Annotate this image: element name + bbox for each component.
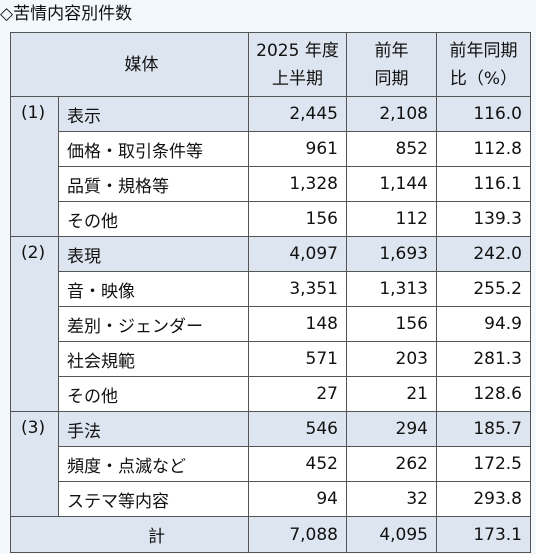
header-ratio-line1: 前年同期 [449, 40, 518, 61]
item-current: 452 [248, 446, 347, 482]
complaint-table: 媒体 2025 年度 上半期 前年 同期 前年同期 比（%） (1) 表示 2,44… [10, 32, 531, 553]
item-label: 品質・規格等 [58, 166, 249, 202]
header-ratio: 前年同期 比（%） [436, 32, 531, 97]
table-row: 品質・規格等 1,328 1,144 116.1 [11, 166, 531, 202]
item-previous: 1,313 [346, 271, 437, 307]
group-number: (3) [21, 418, 46, 438]
item-label: 価格・取引条件等 [58, 131, 249, 167]
category-row: (1) 表示 2,445 2,108 116.0 [10, 96, 531, 237]
item-previous: 262 [346, 446, 437, 482]
item-previous: 21 [346, 376, 437, 412]
total-previous: 4,095 [346, 516, 437, 553]
item-label: その他 [58, 201, 249, 237]
header-current-period: 2025 年度 上半期 [248, 32, 347, 97]
group-number: (2) [21, 243, 46, 263]
table-row: 音・映像 3,351 1,313 255.2 [11, 271, 531, 307]
total-label: 計 [10, 516, 249, 553]
category-previous: 1,693 [346, 236, 437, 272]
category-ratio: 116.0 [436, 96, 531, 132]
category-ratio: 185.7 [436, 411, 531, 447]
item-previous: 203 [346, 341, 437, 377]
header-ratio-line2: 比（%） [449, 68, 518, 89]
category-previous: 2,108 [346, 96, 437, 132]
item-ratio: 94.9 [436, 306, 531, 342]
category-previous: 294 [346, 411, 437, 447]
item-previous: 852 [346, 131, 437, 167]
item-current: 148 [248, 306, 347, 342]
total-row: 計 7,088 4,095 173.1 [10, 516, 531, 553]
header-current-line2: 上半期 [272, 68, 323, 89]
header-previous-line2: 同期 [374, 68, 409, 89]
category-row: (2) 表現 4,097 1,693 242.0 [10, 236, 531, 412]
header-previous-line1: 前年 [374, 40, 409, 61]
item-label: ステマ等内容 [58, 481, 249, 517]
category-label: 表現 [58, 236, 249, 272]
category-label: 手法 [58, 411, 249, 447]
item-previous: 1,144 [346, 166, 437, 202]
group-number-cell: (2) [10, 236, 59, 412]
header-previous-period: 前年 同期 [346, 32, 437, 97]
group-number-cell: (1) [10, 96, 59, 237]
item-current: 961 [248, 131, 347, 167]
table-row: 差別・ジェンダー 148 156 94.9 [11, 306, 531, 342]
item-ratio: 255.2 [436, 271, 531, 307]
total-ratio: 173.1 [436, 516, 531, 553]
item-current: 571 [248, 341, 347, 377]
item-current: 1,328 [248, 166, 347, 202]
page-title: ◇苦情内容別件数 [0, 4, 133, 24]
table-row: 頻度・点滅など 452 262 172.5 [11, 446, 531, 482]
category-ratio: 242.0 [436, 236, 531, 272]
item-label: その他 [58, 376, 249, 412]
group-number: (1) [21, 103, 46, 123]
item-current: 156 [248, 201, 347, 237]
table-row: 価格・取引条件等 961 852 112.8 [11, 131, 531, 167]
item-previous: 112 [346, 201, 437, 237]
header-media: 媒体 [10, 32, 249, 97]
item-label: 頻度・点滅など [58, 446, 249, 482]
item-ratio: 112.8 [436, 131, 531, 167]
category-current: 546 [248, 411, 347, 447]
table-row: ステマ等内容 94 32 293.8 [11, 481, 531, 517]
item-ratio: 128.6 [436, 376, 531, 412]
category-label: 表示 [58, 96, 249, 132]
item-ratio: 293.8 [436, 481, 531, 517]
header-current-line1: 2025 年度 [256, 40, 339, 61]
item-label: 音・映像 [58, 271, 249, 307]
table-row: その他 156 112 139.3 [11, 201, 531, 237]
table-row: その他 27 21 128.6 [11, 376, 531, 412]
item-ratio: 172.5 [436, 446, 531, 482]
header-row: 媒体 2025 年度 上半期 前年 同期 前年同期 比（%） [10, 32, 531, 97]
item-label: 社会規範 [58, 341, 249, 377]
item-ratio: 116.1 [436, 166, 531, 202]
group-number-cell: (3) [10, 411, 59, 517]
item-previous: 32 [346, 481, 437, 517]
category-current: 4,097 [248, 236, 347, 272]
item-current: 27 [248, 376, 347, 412]
item-current: 94 [248, 481, 347, 517]
category-current: 2,445 [248, 96, 347, 132]
item-ratio: 139.3 [436, 201, 531, 237]
item-previous: 156 [346, 306, 437, 342]
item-label: 差別・ジェンダー [58, 306, 249, 342]
item-current: 3,351 [248, 271, 347, 307]
table-row: 社会規範 571 203 281.3 [11, 341, 531, 377]
category-row: (3) 手法 546 294 185.7 [10, 411, 531, 517]
total-current: 7,088 [248, 516, 347, 553]
item-ratio: 281.3 [436, 341, 531, 377]
